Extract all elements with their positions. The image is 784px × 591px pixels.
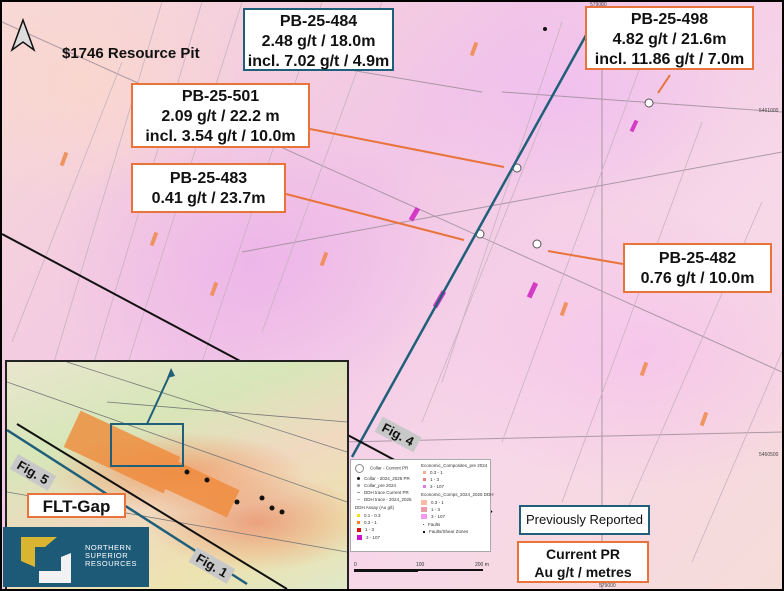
scale-bar: 0 100 200 m bbox=[354, 562, 489, 578]
coord-northing-2: 5460500 bbox=[759, 452, 779, 458]
collar-pb-25-498 bbox=[644, 98, 654, 108]
location-inset-map: Fig. 5 Fig. 1 bbox=[5, 360, 349, 589]
callout-pb-25-484: PB-25-484 2.48 g/t / 18.0m incl. 7.02 g/… bbox=[243, 8, 394, 71]
collar-pb-25-482 bbox=[532, 239, 542, 249]
section-line-fig4 bbox=[350, 9, 602, 458]
line-icon bbox=[357, 499, 360, 501]
line-icon bbox=[357, 492, 360, 494]
inset-collars bbox=[184, 469, 285, 515]
inset-assays bbox=[63, 410, 240, 518]
callout-pb-25-482: PB-25-482 0.76 g/t / 10.0m bbox=[623, 243, 772, 293]
coord-bottom-easting: 579000 bbox=[599, 583, 616, 589]
logo-text: NORTHERN SUPERIOR RESOURCES bbox=[85, 543, 138, 568]
callout-hole: PB-25-501 bbox=[181, 88, 260, 105]
arrow-head-icon bbox=[167, 368, 175, 378]
callout-pb-25-483: PB-25-483 0.41 g/t / 23.7m bbox=[131, 163, 286, 213]
flt-gap-label: FLT-Gap bbox=[27, 493, 126, 518]
resource-pit-label: $1746 Resource Pit bbox=[62, 45, 200, 62]
callout-grade: 4.82 g/t / 21.6m bbox=[612, 31, 727, 48]
callout-grade: 2.48 g/t / 18.0m bbox=[261, 33, 376, 50]
open-circle-icon bbox=[355, 464, 364, 473]
callout-hole: PB-25-498 bbox=[630, 11, 709, 28]
callout-hole: PB-25-483 bbox=[169, 170, 248, 187]
callout-incl: incl. 3.54 g/t / 10.0m bbox=[145, 128, 296, 145]
logo-mark-icon bbox=[21, 537, 71, 583]
company-logo: NORTHERN SUPERIOR RESOURCES bbox=[3, 527, 149, 587]
inset-arrow bbox=[146, 371, 172, 425]
collars-current-pr bbox=[475, 98, 654, 249]
grey-dot-icon bbox=[357, 484, 360, 488]
callout-hole: PB-25-482 bbox=[658, 250, 737, 267]
current-pr-units: Au g/t / metres bbox=[534, 564, 632, 580]
current-pr-title: Current PR bbox=[546, 546, 620, 562]
callout-grade: 2.09 g/t / 22.2 m bbox=[161, 108, 280, 125]
callout-hole: PB-25-484 bbox=[279, 13, 358, 30]
fault-line bbox=[501, 91, 782, 113]
callout-incl: incl. 11.86 g/t / 7.0m bbox=[594, 51, 745, 68]
fault-line bbox=[241, 151, 782, 253]
callout-grade: 0.76 g/t / 10.0m bbox=[640, 270, 755, 287]
legend-previously-reported: Previously Reported bbox=[519, 505, 650, 535]
callout-grade: 0.41 g/t / 23.7m bbox=[151, 190, 266, 207]
collar-pb-25-484 bbox=[543, 27, 547, 31]
section-line-fig1-inset bbox=[16, 423, 288, 589]
callout-pb-25-498: PB-25-498 4.82 g/t / 21.6m incl. 11.86 g… bbox=[585, 6, 754, 70]
callout-pb-25-501: PB-25-501 2.09 g/t / 22.2 m incl. 3.54 g… bbox=[131, 83, 310, 148]
black-dot-icon bbox=[357, 477, 360, 481]
coord-northing-1: 5461000 bbox=[759, 108, 779, 114]
map-legend: Collar - Current PR Collar - 2024_2025 P… bbox=[350, 459, 494, 552]
coord-top-easting: 579000 bbox=[590, 2, 607, 8]
north-arrow-icon bbox=[10, 18, 36, 53]
legend-current-pr: Current PR Au g/t / metres bbox=[517, 541, 649, 583]
fault-line bbox=[2, 21, 782, 373]
callout-incl: incl. 7.02 g/t / 4.9m bbox=[247, 53, 390, 70]
